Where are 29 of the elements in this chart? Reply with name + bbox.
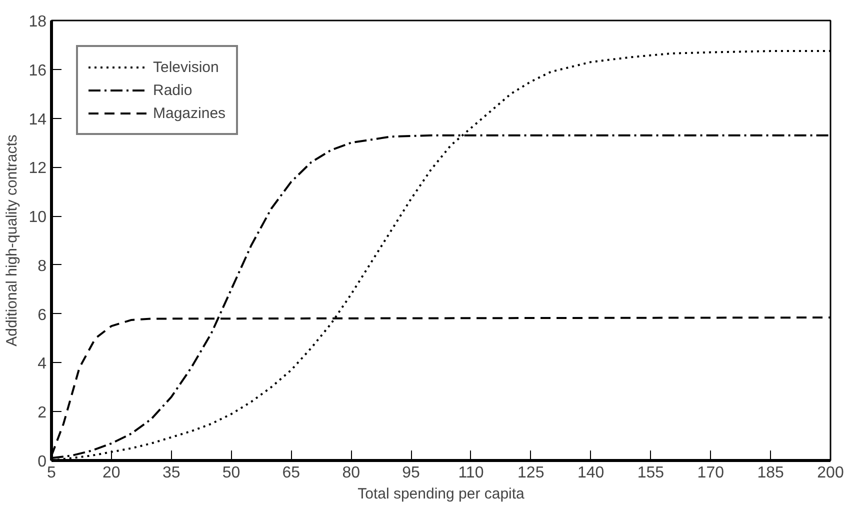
x-tick-label: 50: [222, 464, 240, 482]
x-tick-label: 125: [518, 464, 544, 482]
x-tick-label: 95: [402, 464, 420, 482]
y-tick-label: 12: [28, 160, 47, 178]
y-tick-label: 10: [28, 209, 47, 226]
y-tick-label: 16: [28, 62, 47, 80]
x-axis-title: Total spending per capita: [358, 486, 526, 502]
y-tick-label: 14: [28, 111, 47, 128]
y-tick-label: 4: [38, 356, 47, 373]
x-tick-label: 5: [47, 464, 56, 482]
x-tick-label: 80: [342, 464, 360, 482]
x-tick-label: 185: [757, 464, 784, 482]
y-tick-label: 6: [38, 306, 47, 324]
legend-label: Magazines: [153, 104, 226, 122]
y-tick-label: 8: [38, 258, 47, 275]
legend-label: Radio: [153, 82, 192, 98]
x-tick-label: 155: [637, 464, 664, 482]
x-tick-label: 140: [577, 464, 604, 482]
legend-label: Television: [153, 58, 219, 76]
x-tick-label: 170: [697, 464, 724, 482]
x-tick-label: 200: [817, 464, 844, 482]
x-tick-label: 20: [102, 464, 120, 482]
y-tick-label: 0: [38, 454, 47, 470]
y-axis-title: Additional high-quality contracts: [4, 134, 21, 346]
y-tick-label: 18: [28, 14, 47, 30]
x-tick-label: 35: [162, 464, 180, 482]
y-tick-label: 2: [38, 404, 47, 422]
x-tick-label: 65: [282, 464, 300, 482]
x-tick-label: 110: [458, 464, 484, 482]
